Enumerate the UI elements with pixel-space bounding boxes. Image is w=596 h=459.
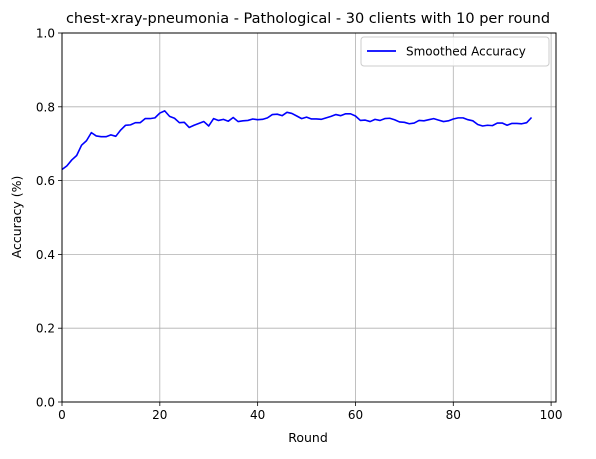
chart-title: chest-xray-pneumonia - Pathological - 30… <box>66 11 550 27</box>
plot-frame <box>61 32 557 403</box>
x-tick-label: 100 <box>540 408 563 422</box>
y-tick-label: 0.0 <box>36 396 55 410</box>
x-tick-label: 40 <box>250 408 265 422</box>
x-tick-label: 20 <box>152 408 167 422</box>
x-tick-label: 60 <box>348 408 363 422</box>
x-tick-label: 80 <box>446 408 461 422</box>
legend-box <box>360 36 550 67</box>
y-tick-label: 0.4 <box>36 248 55 262</box>
x-axis-label: Round <box>288 430 328 445</box>
series-layer <box>61 110 533 171</box>
axes <box>61 32 557 403</box>
y-ticks: 0.0 0.2 0.4 0.6 0.8 1.0 <box>36 27 62 410</box>
y-tick-label: 0.2 <box>36 322 55 336</box>
series-line <box>61 110 533 171</box>
y-tick-label: 0.8 <box>36 100 55 114</box>
y-axis-label: Accuracy (%) <box>9 176 24 259</box>
x-ticks: 0 20 40 60 80 100 <box>58 402 563 422</box>
legend: Smoothed Accuracy <box>360 36 550 67</box>
x-tick-label: 0 <box>58 408 66 422</box>
y-tick-label: 0.6 <box>36 174 55 188</box>
y-tick-label: 1.0 <box>36 27 55 41</box>
legend-label: Smoothed Accuracy <box>406 45 526 59</box>
grid <box>61 32 556 403</box>
